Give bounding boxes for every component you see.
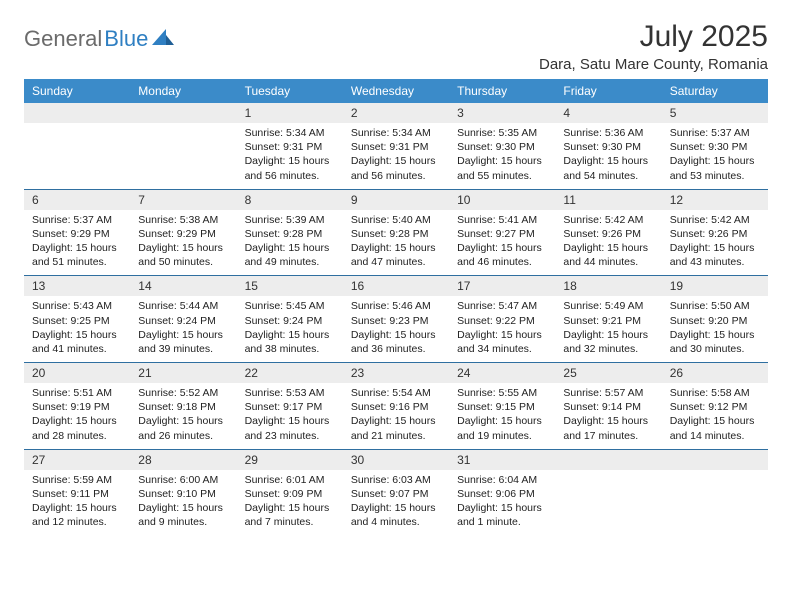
weekday-header: Wednesday (343, 79, 449, 103)
location-text: Dara, Satu Mare County, Romania (539, 56, 768, 73)
day-content-cell: Sunrise: 6:00 AMSunset: 9:10 PMDaylight:… (130, 470, 236, 536)
day-number-cell (555, 449, 661, 470)
day-content-cell (662, 470, 768, 536)
day-content-cell: Sunrise: 5:59 AMSunset: 9:11 PMDaylight:… (24, 470, 130, 536)
day-content-cell: Sunrise: 5:42 AMSunset: 9:26 PMDaylight:… (555, 210, 661, 276)
day-number-cell: 20 (24, 363, 130, 384)
day-content-cell: Sunrise: 5:44 AMSunset: 9:24 PMDaylight:… (130, 296, 236, 362)
day-content-cell: Sunrise: 5:57 AMSunset: 9:14 PMDaylight:… (555, 383, 661, 449)
day-number-cell: 29 (237, 449, 343, 470)
day-number-cell: 9 (343, 189, 449, 210)
day-number-cell: 5 (662, 103, 768, 123)
day-number-cell: 21 (130, 363, 236, 384)
day-content-cell (24, 123, 130, 189)
weekday-header: Friday (555, 79, 661, 103)
day-content-cell: Sunrise: 5:41 AMSunset: 9:27 PMDaylight:… (449, 210, 555, 276)
day-content-cell: Sunrise: 5:42 AMSunset: 9:26 PMDaylight:… (662, 210, 768, 276)
day-number-cell: 2 (343, 103, 449, 123)
day-content-cell: Sunrise: 5:52 AMSunset: 9:18 PMDaylight:… (130, 383, 236, 449)
logo: GeneralBlue (24, 20, 174, 52)
day-number-cell: 4 (555, 103, 661, 123)
header: GeneralBlue July 2025 Dara, Satu Mare Co… (24, 20, 768, 73)
day-number-cell: 28 (130, 449, 236, 470)
calendar-head: SundayMondayTuesdayWednesdayThursdayFrid… (24, 79, 768, 103)
day-content-cell: Sunrise: 6:01 AMSunset: 9:09 PMDaylight:… (237, 470, 343, 536)
weekday-header: Saturday (662, 79, 768, 103)
day-content-cell: Sunrise: 5:55 AMSunset: 9:15 PMDaylight:… (449, 383, 555, 449)
day-number-cell: 3 (449, 103, 555, 123)
day-number-cell: 27 (24, 449, 130, 470)
day-content-cell: Sunrise: 5:36 AMSunset: 9:30 PMDaylight:… (555, 123, 661, 189)
weekday-header: Thursday (449, 79, 555, 103)
day-number-cell: 12 (662, 189, 768, 210)
day-number-cell (662, 449, 768, 470)
logo-text-2: Blue (104, 26, 148, 52)
title-block: July 2025 Dara, Satu Mare County, Romani… (539, 20, 768, 73)
day-content-cell: Sunrise: 5:50 AMSunset: 9:20 PMDaylight:… (662, 296, 768, 362)
day-number-cell: 14 (130, 276, 236, 297)
day-number-cell: 7 (130, 189, 236, 210)
day-content-cell: Sunrise: 5:51 AMSunset: 9:19 PMDaylight:… (24, 383, 130, 449)
day-number-cell (130, 103, 236, 123)
day-content-cell: Sunrise: 5:53 AMSunset: 9:17 PMDaylight:… (237, 383, 343, 449)
day-content-cell: Sunrise: 5:47 AMSunset: 9:22 PMDaylight:… (449, 296, 555, 362)
calendar-body: 12345 Sunrise: 5:34 AMSunset: 9:31 PMDay… (24, 103, 768, 535)
calendar-table: SundayMondayTuesdayWednesdayThursdayFrid… (24, 79, 768, 535)
day-content-cell: Sunrise: 5:54 AMSunset: 9:16 PMDaylight:… (343, 383, 449, 449)
day-content-cell: Sunrise: 5:35 AMSunset: 9:30 PMDaylight:… (449, 123, 555, 189)
day-content-cell: Sunrise: 5:49 AMSunset: 9:21 PMDaylight:… (555, 296, 661, 362)
day-number-cell: 13 (24, 276, 130, 297)
logo-text-1: General (24, 26, 102, 52)
day-content-cell: Sunrise: 6:03 AMSunset: 9:07 PMDaylight:… (343, 470, 449, 536)
day-number-cell: 15 (237, 276, 343, 297)
day-content-cell: Sunrise: 5:37 AMSunset: 9:30 PMDaylight:… (662, 123, 768, 189)
day-content-cell: Sunrise: 5:43 AMSunset: 9:25 PMDaylight:… (24, 296, 130, 362)
day-content-cell: Sunrise: 5:34 AMSunset: 9:31 PMDaylight:… (237, 123, 343, 189)
day-content-cell (555, 470, 661, 536)
day-number-cell: 25 (555, 363, 661, 384)
day-number-cell (24, 103, 130, 123)
day-content-cell: Sunrise: 5:37 AMSunset: 9:29 PMDaylight:… (24, 210, 130, 276)
day-number-cell: 31 (449, 449, 555, 470)
day-content-cell (130, 123, 236, 189)
day-content-cell: Sunrise: 6:04 AMSunset: 9:06 PMDaylight:… (449, 470, 555, 536)
day-number-cell: 11 (555, 189, 661, 210)
calendar-page: GeneralBlue July 2025 Dara, Satu Mare Co… (0, 0, 792, 535)
day-content-cell: Sunrise: 5:38 AMSunset: 9:29 PMDaylight:… (130, 210, 236, 276)
day-number-cell: 16 (343, 276, 449, 297)
day-number-cell: 19 (662, 276, 768, 297)
weekday-header: Monday (130, 79, 236, 103)
day-number-cell: 22 (237, 363, 343, 384)
day-content-cell: Sunrise: 5:45 AMSunset: 9:24 PMDaylight:… (237, 296, 343, 362)
day-number-cell: 6 (24, 189, 130, 210)
day-number-cell: 1 (237, 103, 343, 123)
month-title: July 2025 (539, 20, 768, 54)
day-number-cell: 24 (449, 363, 555, 384)
weekday-header: Sunday (24, 79, 130, 103)
day-content-cell: Sunrise: 5:46 AMSunset: 9:23 PMDaylight:… (343, 296, 449, 362)
day-number-cell: 8 (237, 189, 343, 210)
day-number-cell: 17 (449, 276, 555, 297)
day-number-cell: 18 (555, 276, 661, 297)
logo-triangle-icon (152, 29, 174, 45)
day-number-cell: 10 (449, 189, 555, 210)
day-content-cell: Sunrise: 5:40 AMSunset: 9:28 PMDaylight:… (343, 210, 449, 276)
day-content-cell: Sunrise: 5:34 AMSunset: 9:31 PMDaylight:… (343, 123, 449, 189)
weekday-header: Tuesday (237, 79, 343, 103)
day-content-cell: Sunrise: 5:58 AMSunset: 9:12 PMDaylight:… (662, 383, 768, 449)
day-number-cell: 23 (343, 363, 449, 384)
day-content-cell: Sunrise: 5:39 AMSunset: 9:28 PMDaylight:… (237, 210, 343, 276)
day-number-cell: 30 (343, 449, 449, 470)
day-number-cell: 26 (662, 363, 768, 384)
